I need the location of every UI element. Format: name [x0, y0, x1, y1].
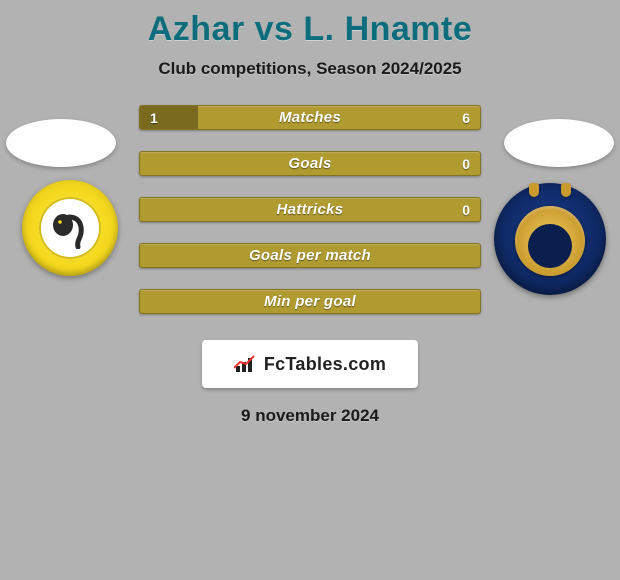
stat-label: Goals per match: [140, 244, 480, 267]
stat-bars: 1 Matches 6 Goals 0 Hattricks 0 Goals pe…: [139, 105, 481, 314]
stat-bar-matches: 1 Matches 6: [139, 105, 481, 130]
stat-value-right: 0: [462, 198, 470, 221]
comparison-card: Azhar vs L. Hnamte Club competitions, Se…: [0, 0, 620, 426]
stat-label: Min per goal: [140, 290, 480, 313]
player-left-avatar: [6, 119, 116, 167]
player-right-avatar: [504, 119, 614, 167]
stat-label: Matches: [140, 106, 480, 129]
stat-label: Goals: [140, 152, 480, 175]
stat-label: Hattricks: [140, 198, 480, 221]
elephant-icon: [49, 207, 91, 249]
main-content: 1 Matches 6 Goals 0 Hattricks 0 Goals pe…: [0, 105, 620, 426]
stat-bar-hattricks: Hattricks 0: [139, 197, 481, 222]
club-crest-left: [22, 180, 118, 276]
source-badge[interactable]: FcTables.com: [202, 340, 418, 388]
stat-value-right: 0: [462, 152, 470, 175]
club-crest-right: [494, 183, 606, 295]
stat-value-right: 6: [462, 106, 470, 129]
page-title: Azhar vs L. Hnamte: [0, 10, 620, 49]
date-text: 9 november 2024: [0, 406, 620, 426]
subtitle: Club competitions, Season 2024/2025: [0, 59, 620, 79]
brand-text: FcTables.com: [264, 354, 386, 375]
chart-icon: [234, 354, 258, 374]
stat-bar-goals-per-match: Goals per match: [139, 243, 481, 268]
stat-bar-goals: Goals 0: [139, 151, 481, 176]
stat-bar-min-per-goal: Min per goal: [139, 289, 481, 314]
